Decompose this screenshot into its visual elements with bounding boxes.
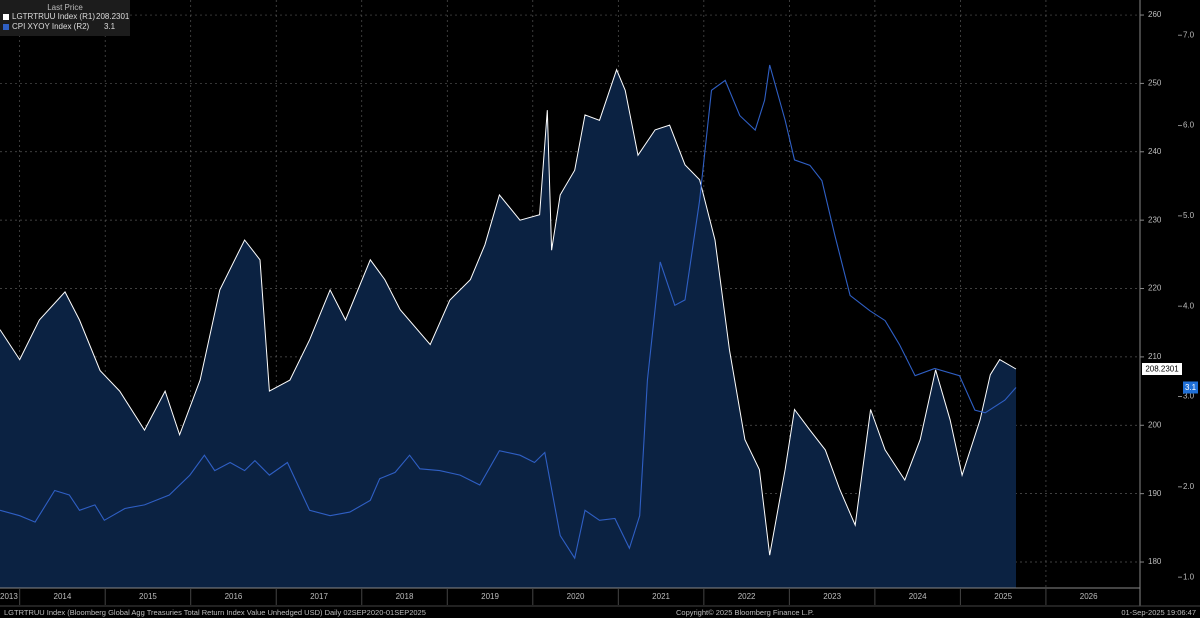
y2-tick-label: 7.0 [1183, 30, 1195, 39]
last-value-label: 3.1 [1185, 383, 1197, 392]
footer-description: LGTRTRUU Index (Bloomberg Global Agg Tre… [4, 608, 426, 617]
y-tick-label: 200 [1148, 420, 1162, 429]
legend-title: Last Price [47, 3, 83, 12]
x-tick-label: 2021 [652, 592, 670, 601]
axis-layer: 180 190 200 210 220 230 240 250 260 1.0 2.0 3.0 4.0 5… [0, 10, 1198, 605]
x-tick-label: 2017 [310, 592, 328, 601]
x-tick-label: 2016 [225, 592, 243, 601]
area [0, 69, 1016, 588]
legend-swatch [3, 24, 9, 30]
line [0, 64, 1017, 560]
x-tick-label: 2022 [738, 592, 756, 601]
legend: LGTRTRUU Index (R1) 208.2301 CPI XYOY Inde… [3, 12, 130, 31]
x-tick-label: 2023 [823, 592, 841, 601]
x-tick-label: 2019 [481, 592, 499, 601]
x-tick-label: 2015 [139, 592, 157, 601]
data-layer [0, 64, 1017, 588]
footer-copyright: Copyright© 2025 Bloomberg Finance L.P. [676, 608, 814, 617]
y2-tick-label: 2.0 [1183, 482, 1195, 491]
y-tick-label: 250 [1148, 79, 1162, 88]
last-value-label: 208.2301 [1145, 365, 1179, 374]
legend-value: 208.2301 [96, 12, 130, 21]
last-value-badge [1183, 381, 1198, 394]
legend-swatch [3, 14, 9, 20]
legend-value: 3.1 [104, 22, 116, 31]
y2-tick-label: 4.0 [1183, 301, 1195, 310]
x-tick-label: 2025 [994, 592, 1012, 601]
legend-box [0, 0, 130, 36]
x-tick-label: 2024 [909, 592, 927, 601]
x-tick-label: 2026 [1080, 592, 1098, 601]
x-tick-label: 2013 [0, 592, 18, 601]
footer-timestamp: 01-Sep-2025 19:06:47 [1121, 608, 1196, 617]
y2-tick-label: 6.0 [1183, 121, 1195, 130]
legend-label: LGTRTRUU Index (R1) [12, 12, 95, 21]
y2-tick-label: 3.0 [1183, 392, 1195, 401]
y2-tick-label: 5.0 [1183, 211, 1195, 220]
line [0, 68, 1017, 556]
x-tick-label: 2018 [396, 592, 414, 601]
y-tick-label: 180 [1148, 557, 1162, 566]
y-tick-label: 220 [1148, 284, 1162, 293]
y-tick-label: 230 [1148, 215, 1162, 224]
y2-tick-label: 1.0 [1183, 572, 1195, 581]
x-tick-label: 2020 [567, 592, 585, 601]
y-tick-label: 240 [1148, 147, 1162, 156]
last-value-badge [1142, 363, 1182, 376]
y-tick-label: 260 [1148, 10, 1162, 19]
legend-label: CPI XYOY Index (R2) [12, 22, 90, 31]
y-tick-label: 210 [1148, 352, 1162, 361]
x-tick-label: 2014 [54, 592, 72, 601]
y-tick-label: 190 [1148, 489, 1162, 498]
